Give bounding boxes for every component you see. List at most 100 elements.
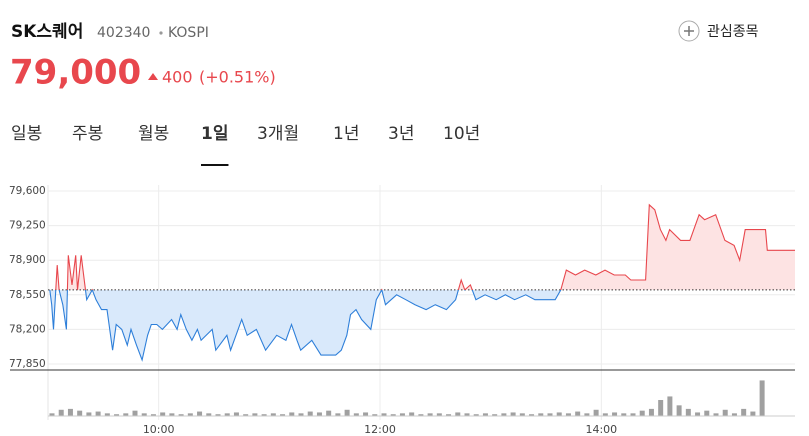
price-area	[49, 204, 796, 360]
volume-bar	[547, 413, 553, 416]
volume-bar	[344, 409, 350, 416]
x-tick-label: 10:00	[143, 423, 175, 436]
volume-bar	[427, 413, 433, 416]
tab[interactable]: 10년	[443, 124, 480, 144]
stock-name: SK스퀘어	[11, 22, 83, 42]
y-tick-label: 78,200	[9, 323, 46, 335]
volume-bar	[86, 412, 92, 416]
volume-bar	[593, 409, 599, 416]
volume-bar	[446, 414, 452, 416]
volume-bar	[243, 414, 249, 416]
volume-bar	[695, 412, 701, 416]
volume-bar	[280, 414, 286, 416]
volume-bar	[612, 412, 618, 416]
x-tick-label: 12:00	[364, 423, 396, 436]
volume-bar	[390, 414, 396, 416]
volume-bar	[584, 413, 590, 416]
tab[interactable]: 1년	[333, 124, 359, 144]
price-line	[49, 203, 795, 362]
volume-bar	[187, 413, 193, 416]
volume-bar	[261, 414, 267, 416]
volume-bar	[704, 410, 710, 416]
volume-bar	[685, 408, 691, 416]
volume-bar	[67, 408, 73, 416]
volume-bar	[49, 413, 55, 416]
volume-bar	[298, 413, 304, 416]
tab[interactable]: 3년	[388, 124, 414, 144]
volume-bar	[464, 413, 470, 416]
volume-bar	[648, 408, 654, 416]
volume-bar	[741, 408, 747, 416]
volume-bar	[363, 412, 369, 416]
market: KOSPI	[168, 25, 209, 41]
volume-bar	[621, 413, 627, 416]
volume-bar	[575, 411, 581, 416]
volume-bar	[132, 410, 138, 416]
volume-bar	[658, 400, 664, 416]
volume-bar	[77, 410, 83, 416]
up-arrow	[148, 73, 158, 80]
plus-icon[interactable]	[684, 26, 694, 36]
stock-code: 402340	[97, 25, 150, 41]
volume-bar	[197, 411, 203, 416]
tab[interactable]: 월봉	[138, 124, 169, 144]
volume-bar	[519, 413, 525, 416]
volume-bar	[58, 409, 64, 416]
change: 400	[162, 68, 193, 87]
watch-label[interactable]: 관심종목	[707, 24, 759, 40]
volume-bar	[289, 412, 295, 416]
volume-bar	[556, 412, 562, 416]
y-tick-label: 79,600	[9, 185, 46, 197]
volume-bar	[353, 413, 359, 416]
volume-bar	[224, 413, 230, 416]
volume-bar	[418, 414, 424, 416]
volume-bar	[473, 414, 479, 416]
volume-bar	[316, 412, 322, 416]
volume-bar	[501, 413, 507, 416]
volume-bar	[529, 414, 535, 416]
price: 79,000	[10, 53, 141, 93]
y-tick-label: 78,550	[9, 289, 46, 301]
volume-bar	[104, 413, 110, 416]
change-pct: (+0.51%)	[199, 68, 276, 87]
volume-bar	[565, 413, 571, 416]
volume-bar	[215, 414, 221, 416]
volume-bar	[141, 413, 147, 416]
volume-bar	[602, 413, 608, 416]
volume-bar	[399, 413, 405, 416]
tab[interactable]: 1일	[201, 124, 228, 144]
tabs: 일봉 주봉 월봉 1일 3개월 1년 3년 10년	[11, 124, 480, 166]
volume-bar	[482, 413, 488, 416]
volume-bar	[150, 414, 156, 416]
volume-bar	[713, 413, 719, 416]
tab[interactable]: 3개월	[257, 124, 299, 144]
plus-circle[interactable]	[678, 20, 700, 42]
volume-bar	[750, 411, 756, 416]
volume-bar	[114, 414, 120, 416]
volume-bar	[178, 414, 184, 416]
volume-bar	[630, 413, 636, 416]
volume-bar	[455, 412, 461, 416]
volume-bar	[676, 405, 682, 416]
y-tick-label: 78,900	[9, 254, 46, 266]
separator-dot	[159, 31, 163, 35]
volume-bar	[667, 396, 673, 416]
volume-bar	[233, 412, 239, 416]
tab[interactable]: 주봉	[72, 124, 103, 144]
volume-bar	[722, 409, 728, 416]
volume-bar	[409, 412, 415, 416]
x-tick-label: 14:00	[585, 423, 617, 436]
tab[interactable]: 일봉	[11, 124, 42, 144]
volume-bar	[95, 411, 101, 416]
volume-bar	[270, 413, 276, 416]
watch-button[interactable]: 관심종목	[678, 20, 759, 42]
volume-bar	[510, 412, 516, 416]
volume-bar	[538, 413, 544, 416]
volume-bar	[307, 411, 313, 416]
volume-bar	[252, 413, 258, 416]
volume-bar	[381, 413, 387, 416]
volume-bar	[639, 410, 645, 416]
y-tick-label: 79,250	[9, 220, 46, 232]
